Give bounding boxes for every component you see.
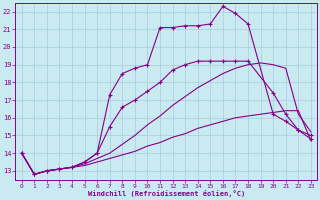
X-axis label: Windchill (Refroidissement éolien,°C): Windchill (Refroidissement éolien,°C): [88, 190, 245, 197]
